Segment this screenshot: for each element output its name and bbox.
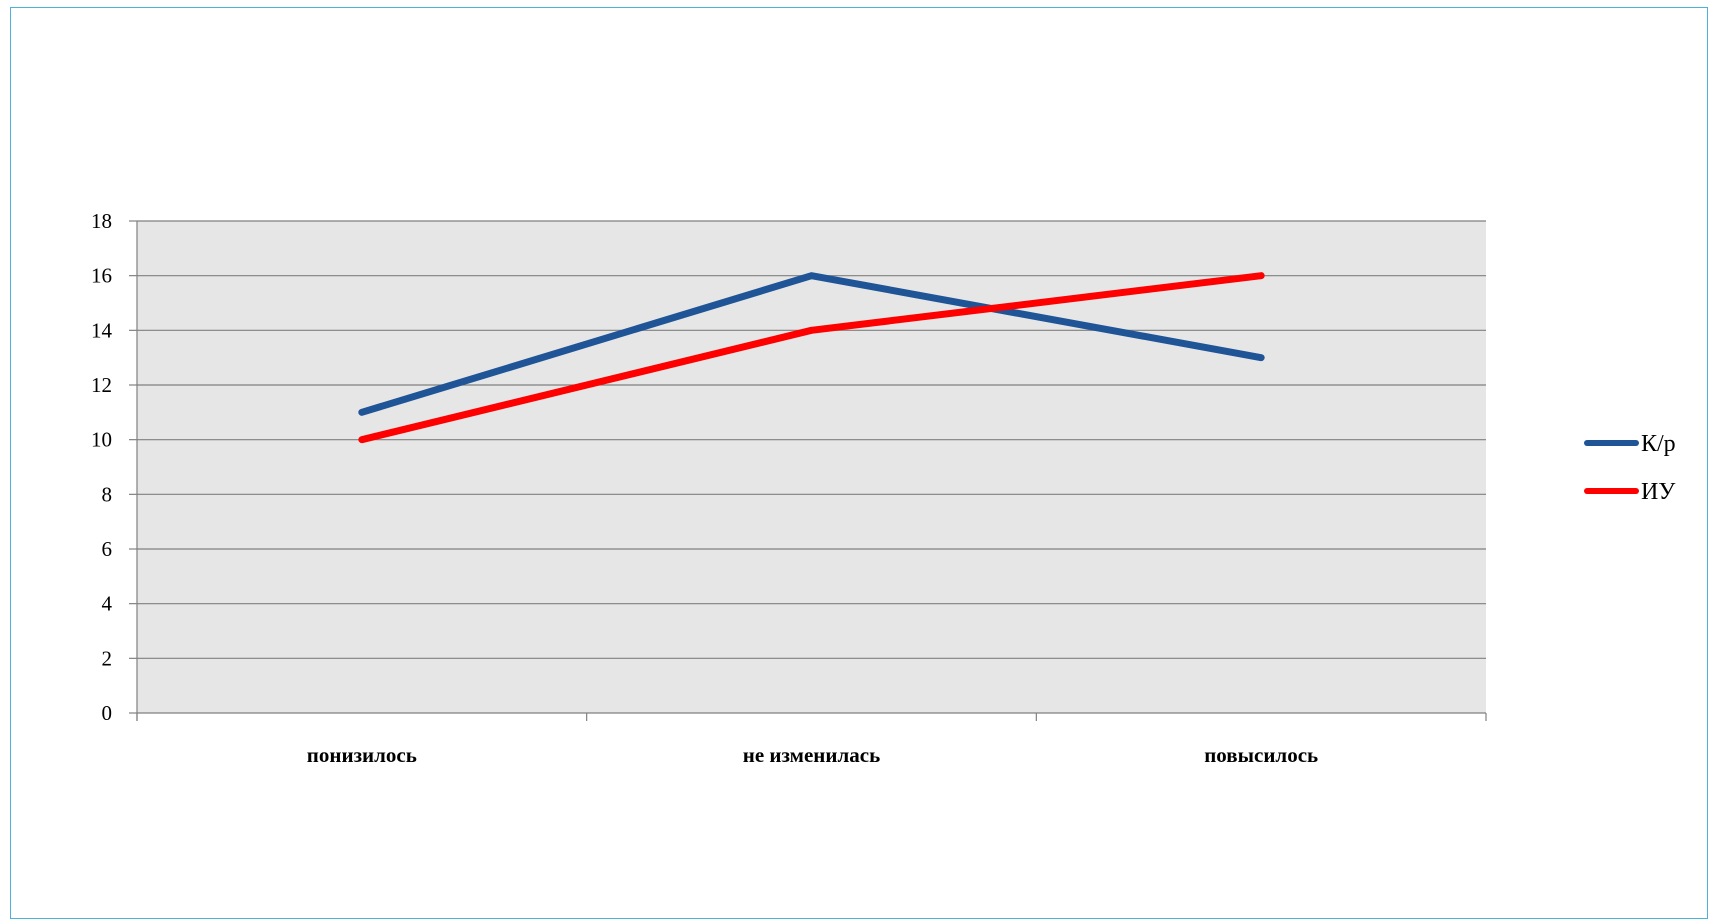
y-tick-label: 12 — [91, 373, 112, 397]
y-tick-label: 16 — [91, 264, 112, 288]
slide-frame — [10, 7, 1708, 919]
y-tick-label: 18 — [91, 209, 112, 233]
x-category-label: понизилось — [307, 743, 417, 767]
y-tick-label: 10 — [91, 428, 112, 452]
y-tick-label: 0 — [102, 701, 113, 725]
y-tick-label: 14 — [91, 318, 113, 342]
y-axis-ticks: 0 2 4 6 8 10 12 14 16 18 — [91, 209, 137, 725]
legend-label: ИУ — [1641, 479, 1675, 505]
y-tick-label: 4 — [102, 592, 113, 616]
plot-area — [137, 221, 1486, 713]
legend: К/р ИУ — [1584, 431, 1676, 505]
axes — [136, 221, 1487, 721]
legend-label: К/р — [1641, 431, 1676, 457]
y-tick-label: 6 — [102, 537, 113, 561]
y-tick-label: 8 — [102, 482, 113, 506]
x-category-label: не изменилась — [743, 743, 880, 767]
y-tick-label: 2 — [102, 646, 113, 670]
x-category-label: повысилось — [1204, 743, 1318, 767]
series-lines — [358, 272, 1265, 444]
x-axis-categories: понизилось не изменилась повысилось — [307, 743, 1318, 767]
